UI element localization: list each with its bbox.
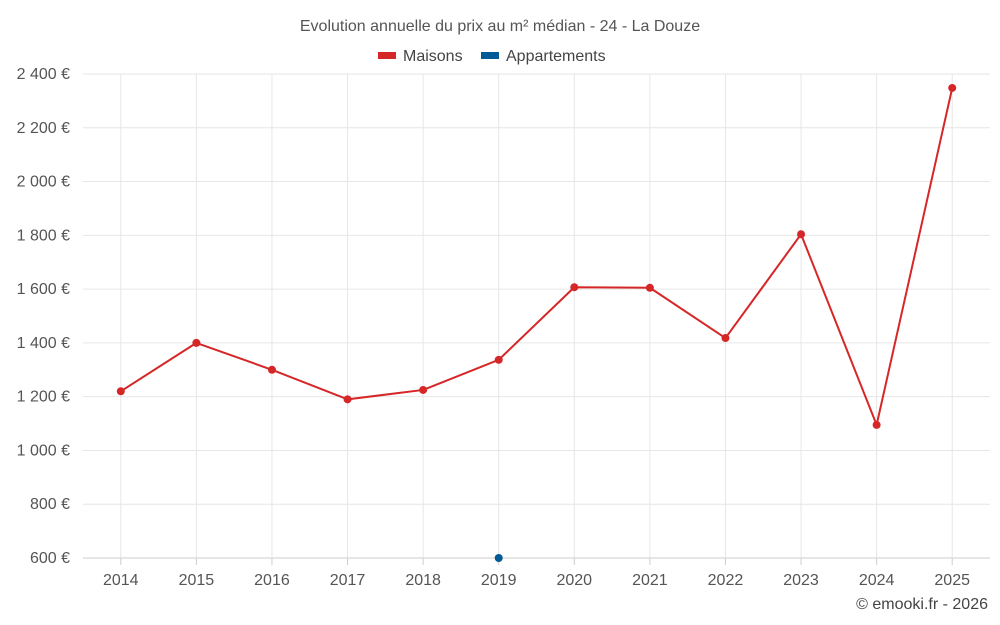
legend-maisons-swatch[interactable] [378, 52, 396, 59]
y-tick-label: 1 400 € [17, 335, 70, 352]
y-tick-label: 800 € [30, 496, 70, 513]
chart-title: Evolution annuelle du prix au m² médian … [300, 18, 700, 35]
maisons-point [721, 334, 730, 343]
x-tick-label: 2021 [632, 572, 668, 589]
x-tick-label: 2023 [783, 572, 819, 589]
y-tick-label: 1 800 € [17, 227, 70, 244]
x-tick-label: 2018 [405, 572, 441, 589]
x-tick-label: 2022 [708, 572, 744, 589]
x-tick-label: 2019 [481, 572, 517, 589]
x-tick-label: 2025 [934, 572, 970, 589]
legend-appartements-swatch[interactable] [481, 52, 499, 59]
x-tick-label: 2016 [254, 572, 290, 589]
maisons-point [797, 230, 806, 239]
axis-layer: 600 € 800 € 1 000 € 1 200 € 1 400 € 1 600 € 1 … [17, 66, 970, 589]
legend-appartements-label[interactable]: Appartements [506, 48, 606, 65]
x-tick-label: 2015 [179, 572, 215, 589]
maisons-point [116, 387, 125, 396]
maisons-line [119, 86, 954, 426]
maisons-point [192, 338, 201, 347]
credit-text: © emooki.fr - 2026 [856, 596, 988, 613]
legend[interactable]: Maisons Appartements [378, 48, 606, 65]
y-tick-label: 2 200 € [17, 120, 70, 137]
maisons-point [419, 385, 428, 394]
series-layer [116, 83, 957, 562]
maisons-point [872, 420, 881, 429]
grid-layer [83, 73, 990, 559]
maisons-point [645, 283, 654, 292]
y-tick-label: 600 € [30, 550, 70, 567]
x-tick-label: 2017 [330, 572, 366, 589]
y-tick-label: 2 400 € [17, 66, 70, 83]
x-tick-label: 2020 [556, 572, 592, 589]
legend-maisons-label[interactable]: Maisons [403, 48, 463, 65]
maisons-point [343, 395, 352, 404]
y-tick-label: 1 200 € [17, 389, 70, 406]
maisons-point [267, 365, 276, 374]
maisons-point [494, 355, 503, 364]
x-tick-label: 2014 [103, 572, 139, 589]
y-tick-label: 1 600 € [17, 281, 70, 298]
y-tick-label: 1 000 € [17, 442, 70, 459]
maisons-point [570, 283, 579, 292]
maisons-point [948, 83, 957, 92]
appartements-point [494, 554, 503, 562]
y-tick-label: 2 000 € [17, 174, 70, 191]
x-tick-label: 2024 [859, 572, 895, 589]
